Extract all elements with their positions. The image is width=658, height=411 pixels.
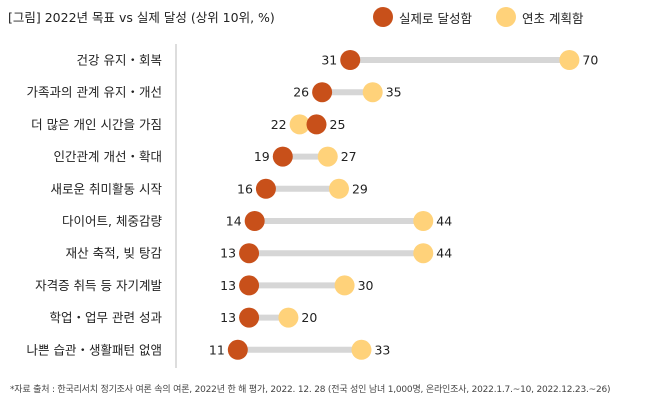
achieved-value-label: 31 xyxy=(321,53,337,68)
category-label: 자격증 취득 등 자기계발 xyxy=(35,278,162,293)
category-label: 다이어트, 체중감량 xyxy=(62,214,162,229)
chart-title: [그림] 2022년 목표 vs 실제 달성 (상위 10위, %) xyxy=(8,10,275,25)
legend-item-achieved: 실제로 달성함 xyxy=(373,7,472,27)
category-label: 가족과의 관계 유지・개선 xyxy=(27,85,162,100)
achieved-value-label: 25 xyxy=(330,117,346,132)
planned-dot xyxy=(351,339,372,360)
planned-value-label: 20 xyxy=(301,310,317,325)
legend: 실제로 달성함 연초 계획함 xyxy=(373,7,607,27)
legend-swatch-achieved xyxy=(373,7,393,27)
achieved-value-label: 13 xyxy=(220,246,236,261)
planned-dot xyxy=(317,146,338,167)
achieved-dot xyxy=(312,82,333,103)
achieved-value-label: 16 xyxy=(237,181,253,196)
achieved-dot xyxy=(255,178,276,199)
planned-value-label: 29 xyxy=(352,181,368,196)
legend-label-planned: 연초 계획함 xyxy=(521,10,584,26)
planned-dot xyxy=(289,114,310,135)
planned-dot xyxy=(278,307,299,328)
planned-value-label: 30 xyxy=(358,278,374,293)
category-label: 인간관계 개선・확대 xyxy=(54,149,162,164)
legend-label-achieved: 실제로 달성함 xyxy=(399,10,472,26)
category-label: 더 많은 개인 시간을 가짐 xyxy=(31,117,162,132)
planned-dot xyxy=(328,178,349,199)
achieved-dot xyxy=(244,211,265,231)
achieved-value-label: 11 xyxy=(209,342,225,357)
planned-value-label: 35 xyxy=(386,85,402,100)
achieved-dot xyxy=(239,307,260,328)
legend-swatch-planned xyxy=(495,7,516,27)
planned-dot xyxy=(362,82,383,103)
planned-value-label: 44 xyxy=(436,214,452,229)
planned-dot xyxy=(559,50,580,70)
achieved-dot xyxy=(239,275,260,296)
achieved-dot xyxy=(239,243,260,264)
planned-value-label: 33 xyxy=(374,342,390,357)
planned-value-label: 22 xyxy=(271,117,287,132)
planned-value-label: 27 xyxy=(341,149,357,164)
planned-value-label: 44 xyxy=(436,246,452,261)
planned-value-label: 70 xyxy=(582,53,598,68)
category-label: 재산 축적, 빚 탕감 xyxy=(66,246,163,261)
source-note: *자료 출처 : 한국리서치 정기조사 여론 속의 여론, 2022년 한 해 … xyxy=(10,385,611,395)
category-label: 학업・업무 관련 성과 xyxy=(50,310,163,325)
legend-item-planned: 연초 계획함 xyxy=(495,7,584,27)
achieved-dot xyxy=(272,146,293,167)
category-label: 새로운 취미활동 시작 xyxy=(51,181,163,196)
achieved-value-label: 13 xyxy=(220,278,236,293)
planned-dot xyxy=(413,211,434,231)
achieved-value-label: 13 xyxy=(220,310,236,325)
planned-dot xyxy=(334,275,355,296)
achieved-value-label: 14 xyxy=(226,214,242,229)
achieved-dot xyxy=(340,50,361,70)
category-label: 건강 유지・회복 xyxy=(77,53,162,68)
achieved-dot xyxy=(306,114,327,135)
achieved-dot xyxy=(227,339,248,360)
planned-dot xyxy=(413,243,434,264)
category-label: 나쁜 습관・생활패턴 없앰 xyxy=(27,342,162,357)
achieved-value-label: 19 xyxy=(254,149,270,164)
achieved-value-label: 26 xyxy=(293,85,309,100)
